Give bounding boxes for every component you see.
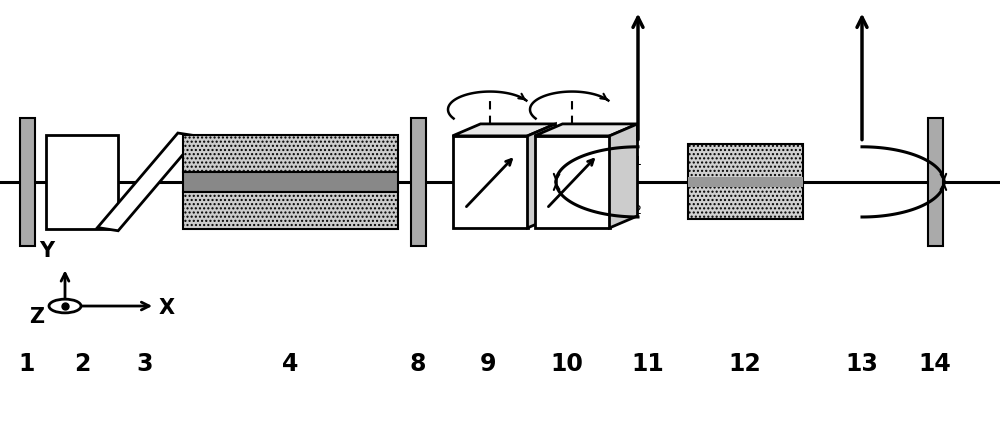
Text: 4: 4 xyxy=(282,352,298,376)
Text: 2: 2 xyxy=(74,352,90,376)
Text: 3: 3 xyxy=(137,352,153,376)
Polygon shape xyxy=(609,124,638,228)
Text: 1: 1 xyxy=(19,352,35,376)
Bar xyxy=(928,118,943,246)
Bar xyxy=(182,192,398,229)
Text: 14: 14 xyxy=(919,352,951,376)
Text: Y: Y xyxy=(39,241,55,261)
Text: $\lambda_2$: $\lambda_2$ xyxy=(622,195,642,216)
Text: X: X xyxy=(159,298,175,318)
Polygon shape xyxy=(528,124,556,228)
Bar xyxy=(20,118,34,246)
Text: 13: 13 xyxy=(846,352,878,376)
Bar xyxy=(182,135,398,172)
Bar xyxy=(688,177,802,187)
Polygon shape xyxy=(452,124,556,136)
Bar xyxy=(452,136,528,228)
Polygon shape xyxy=(534,124,638,136)
Bar xyxy=(182,172,398,192)
Bar xyxy=(46,135,118,229)
Bar xyxy=(688,145,802,220)
Bar xyxy=(534,136,610,228)
Text: 9: 9 xyxy=(480,352,496,376)
Text: $\lambda_1$: $\lambda_1$ xyxy=(622,146,642,167)
Text: 8: 8 xyxy=(410,352,426,376)
Text: 11: 11 xyxy=(632,352,664,376)
Text: 12: 12 xyxy=(729,352,761,376)
Circle shape xyxy=(49,299,81,313)
Bar xyxy=(411,118,426,246)
Text: Z: Z xyxy=(29,307,45,327)
Text: 10: 10 xyxy=(551,352,583,376)
Bar xyxy=(97,133,199,231)
